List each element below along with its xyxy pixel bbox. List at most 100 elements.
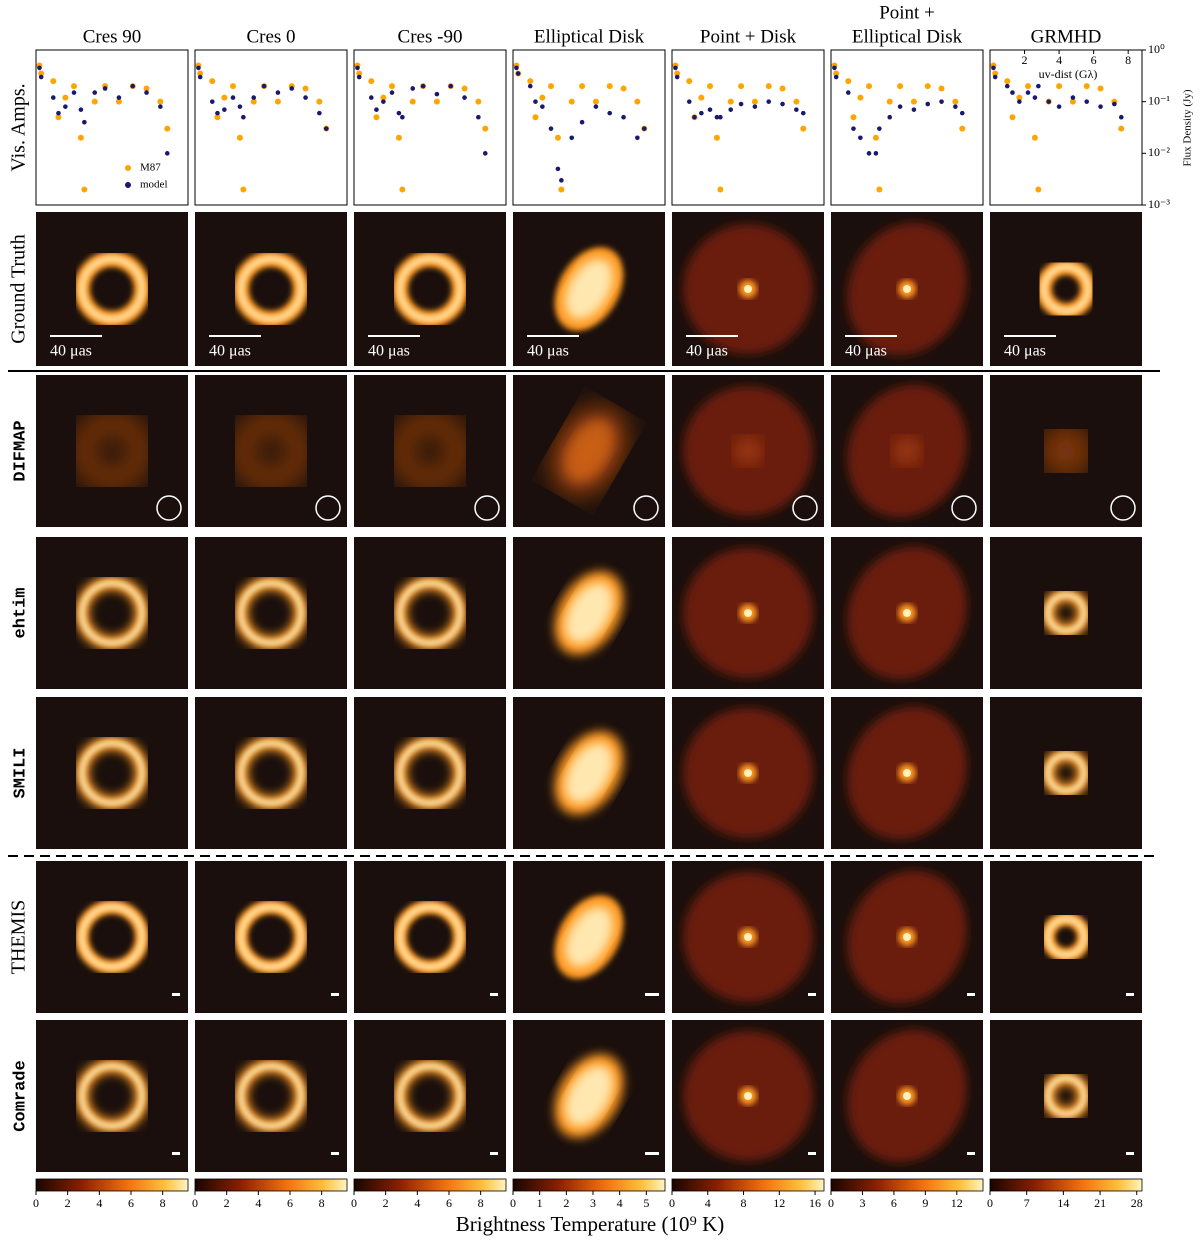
model-point (641, 126, 647, 131)
colorbar (989, 1178, 1143, 1192)
image-panel (672, 537, 824, 689)
image-panel (195, 1020, 347, 1172)
m87-point (548, 83, 554, 90)
ring-core (79, 1063, 145, 1129)
image-panel (354, 861, 506, 1013)
m87-point (157, 98, 164, 105)
m87-point (539, 94, 546, 101)
beam (951, 495, 977, 521)
x-axis-label: uv-dist (Gλ) (1039, 67, 1098, 81)
image-bg (354, 375, 506, 527)
model-point (368, 95, 374, 100)
model-point (381, 99, 386, 104)
ring-glow (393, 414, 467, 488)
image-panel (672, 697, 824, 849)
m87-point (924, 83, 931, 90)
m87-point (236, 134, 243, 141)
colorbar-tick-label: 2 (224, 1196, 230, 1210)
point-core (903, 285, 911, 293)
colorbar-tick-label: 1 (537, 1196, 543, 1210)
model-point (939, 99, 944, 104)
ring-core (238, 740, 304, 806)
model-point (237, 104, 243, 109)
model-point (887, 114, 893, 120)
scale-bar-label: 40 μas (209, 343, 251, 360)
m87-point (373, 114, 380, 121)
ring-core (79, 740, 145, 806)
ring-core (238, 1063, 304, 1129)
model-point (56, 110, 61, 116)
colorbar-tick-label: 0 (828, 1196, 834, 1210)
beam-bar (172, 993, 180, 996)
m87-point (845, 78, 852, 85)
model-point (707, 107, 713, 112)
colorbar (35, 1178, 189, 1192)
m87-point (554, 134, 561, 141)
ring-glow (75, 414, 149, 488)
y2-tick-label: 10⁰ (1148, 42, 1165, 56)
m87-point (115, 98, 122, 105)
colorbar-tick-label: 21 (1094, 1196, 1106, 1210)
m87-point (316, 98, 323, 105)
beam (633, 495, 659, 521)
model-point (209, 99, 215, 104)
legend-label: model (140, 179, 168, 191)
point-core (903, 769, 911, 777)
image-panel: 40 μas (36, 212, 188, 366)
model-point (78, 107, 84, 112)
column-title: Cres -90 (398, 26, 463, 47)
m87-point (214, 114, 221, 121)
model-point (215, 110, 220, 116)
point (734, 437, 762, 465)
m87-point (389, 83, 395, 90)
image-panel (354, 1020, 506, 1172)
colorbar-tick-label: 4 (617, 1196, 623, 1210)
colorbar-tick-label: 0 (669, 1196, 675, 1210)
colorbar-tick-label: 16 (809, 1196, 821, 1210)
beam (474, 495, 500, 521)
colorbar-tick-label: 7 (1024, 1196, 1030, 1210)
model-point (780, 101, 785, 107)
column-title: Cres 90 (83, 26, 142, 47)
m87-point (1035, 186, 1042, 193)
m87-point (866, 83, 872, 90)
y2-tick-label: 10⁻¹ (1148, 93, 1170, 107)
model-point (794, 107, 799, 112)
model-point (144, 90, 149, 95)
colorbar-tick-label: 5 (643, 1196, 649, 1210)
column-title: Elliptical Disk (534, 26, 645, 47)
model-point (858, 135, 863, 141)
beam (156, 495, 182, 521)
y2-tick-label: 10⁻³ (1148, 197, 1170, 211)
m87-point (938, 85, 945, 92)
image-panel (672, 861, 824, 1013)
beam-bar (645, 993, 659, 996)
image-bg (990, 861, 1142, 1013)
colorbar-tick-label: 14 (1057, 1196, 1069, 1210)
disk-core (565, 742, 613, 804)
x-tick-label: 8 (1125, 53, 1131, 67)
ring-core (1041, 264, 1091, 314)
model-point (396, 110, 402, 116)
model-point (389, 90, 395, 95)
m87-point (250, 98, 257, 105)
colorbar-tick-label: 8 (160, 1196, 166, 1210)
row-label: Vis. Amps. (8, 83, 30, 171)
plot-frame (35, 49, 189, 206)
image-bg (195, 537, 347, 689)
model-point (289, 86, 295, 91)
colorbar (830, 1178, 984, 1192)
model-point (317, 110, 322, 116)
image-panel (36, 375, 188, 527)
point-core (903, 933, 911, 941)
beam-bar (808, 1152, 816, 1155)
ring-core (79, 580, 145, 646)
image-panel (36, 1020, 188, 1172)
colorbar-tick-label: 0 (987, 1196, 993, 1210)
plot-frame (353, 49, 507, 206)
image-panel (831, 537, 983, 689)
m87-point (1083, 83, 1090, 90)
colorbar-tick-label: 8 (319, 1196, 325, 1210)
image-panel (195, 375, 347, 527)
image-panel (513, 375, 665, 527)
